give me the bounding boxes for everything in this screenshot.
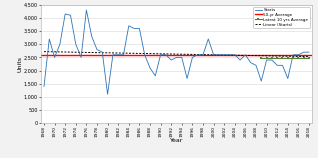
Starts xyxy=(85,9,88,11)
Line: Starts: Starts xyxy=(44,10,309,94)
Latest 10 yrs Average xyxy=(302,57,306,59)
Starts xyxy=(228,54,232,56)
Starts xyxy=(42,85,46,87)
Starts xyxy=(302,51,306,53)
Latest 10 yrs Average xyxy=(291,57,295,59)
Latest 10 yrs Average xyxy=(259,57,263,59)
Latest 10 yrs Average xyxy=(286,57,290,59)
Legend: Starts, 50-yr Average, Latest 10 yrs Average, Linear (Starts): Starts, 50-yr Average, Latest 10 yrs Ave… xyxy=(253,7,309,28)
Latest 10 yrs Average xyxy=(296,57,300,59)
Y-axis label: Units: Units xyxy=(17,56,23,72)
Latest 10 yrs Average xyxy=(270,57,274,59)
Starts xyxy=(111,54,115,56)
Latest 10 yrs Average xyxy=(280,57,284,59)
Starts xyxy=(137,27,141,29)
Starts xyxy=(307,51,311,53)
Starts xyxy=(132,27,136,29)
Starts xyxy=(106,93,109,95)
Latest 10 yrs Average xyxy=(307,57,311,59)
Starts xyxy=(244,54,247,56)
X-axis label: Year: Year xyxy=(170,138,183,143)
Latest 10 yrs Average xyxy=(275,57,279,59)
Line: Latest 10 yrs Average: Latest 10 yrs Average xyxy=(260,57,310,59)
Latest 10 yrs Average xyxy=(265,57,268,59)
